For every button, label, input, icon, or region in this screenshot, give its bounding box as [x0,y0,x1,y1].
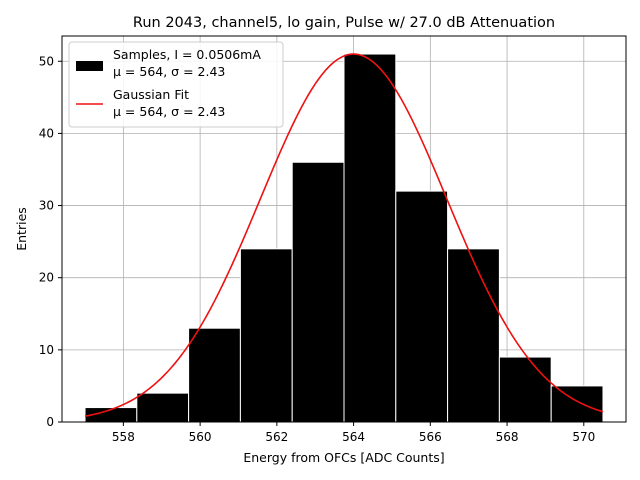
x-tick-label: 558 [112,430,135,444]
legend-histogram-label: Samples, I = 0.0506mA [113,47,261,62]
histogram-bar [291,161,345,423]
histogram-bar [343,53,397,423]
y-tick-label: 20 [39,271,54,285]
y-tick-label: 50 [39,54,54,68]
histogram-bar [498,356,552,423]
y-axis-ticks: 0 10 20 30 40 50 [39,54,62,429]
y-tick-label: 10 [39,343,54,357]
x-tick-label: 562 [265,430,288,444]
legend-box [68,41,284,128]
x-tick-label: 568 [496,430,519,444]
legend-histogram-stats: μ = 564, σ = 2.43 [113,64,225,79]
y-tick-label: 30 [39,199,54,213]
x-axis-label: Energy from OFCs [ADC Counts] [243,450,444,465]
x-tick-label: 566 [419,430,442,444]
histogram-bar [550,385,604,423]
x-tick-label: 564 [342,430,365,444]
legend-histogram-swatch [76,61,103,71]
legend-fit-label: Gaussian Fit [113,87,189,102]
plot-frame [61,35,627,423]
y-tick-label: 0 [46,415,54,429]
gaussian-fit-line [84,53,604,417]
x-axis-ticks: 558 560 562 564 566 568 570 [112,422,595,444]
legend: Samples, I = 0.0506mA μ = 564, σ = 2.43 … [68,41,284,128]
histogram-bars [84,53,604,423]
x-tick-label: 560 [189,430,212,444]
histogram-bar [239,248,293,423]
histogram-bar [447,248,500,423]
chart-title: Run 2043, channel5, lo gain, Pulse w/ 27… [133,15,555,31]
histogram-bar [395,190,449,423]
y-tick-label: 40 [39,126,54,140]
histogram-bar [136,392,190,423]
legend-fit-stats: μ = 564, σ = 2.43 [113,104,225,119]
y-axis-label: Entries [14,207,29,251]
x-tick-label: 570 [572,430,595,444]
histogram-bar [188,327,241,423]
